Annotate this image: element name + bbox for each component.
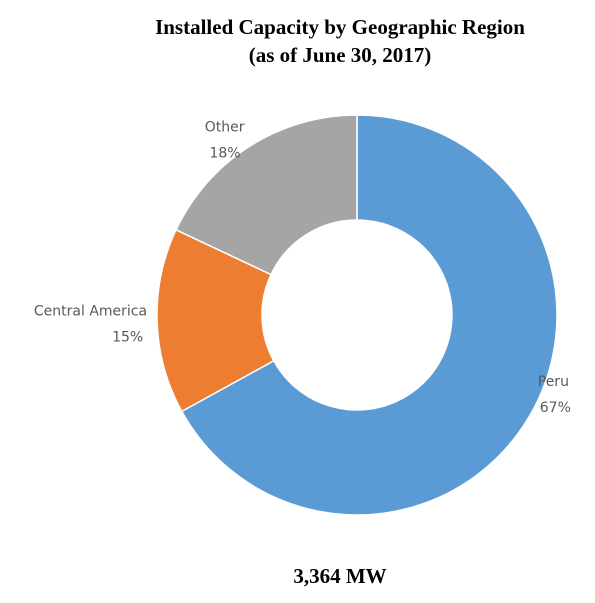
chart-title: Installed Capacity by Geographic Region: [155, 15, 525, 39]
slice-label: Other: [205, 120, 245, 136]
slice-value-label: 67%: [540, 400, 571, 416]
chart-subtitle: (as of June 30, 2017): [249, 43, 432, 67]
slice-label: Central America: [34, 304, 147, 320]
total-label: 3,364 MW: [293, 564, 386, 588]
donut-slice: [180, 114, 558, 516]
slice-value-label: 15%: [112, 330, 143, 346]
donut-slice: [175, 114, 358, 276]
slice-value-label: 18%: [209, 146, 240, 162]
slice-label: Peru: [538, 374, 569, 390]
